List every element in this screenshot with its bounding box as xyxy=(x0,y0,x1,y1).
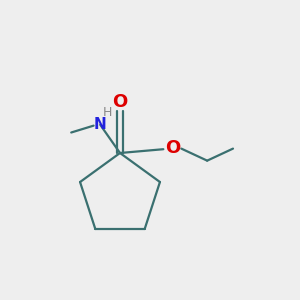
Text: O: O xyxy=(112,93,128,111)
Text: O: O xyxy=(166,139,181,157)
Text: H: H xyxy=(103,106,112,119)
Text: N: N xyxy=(94,117,106,132)
